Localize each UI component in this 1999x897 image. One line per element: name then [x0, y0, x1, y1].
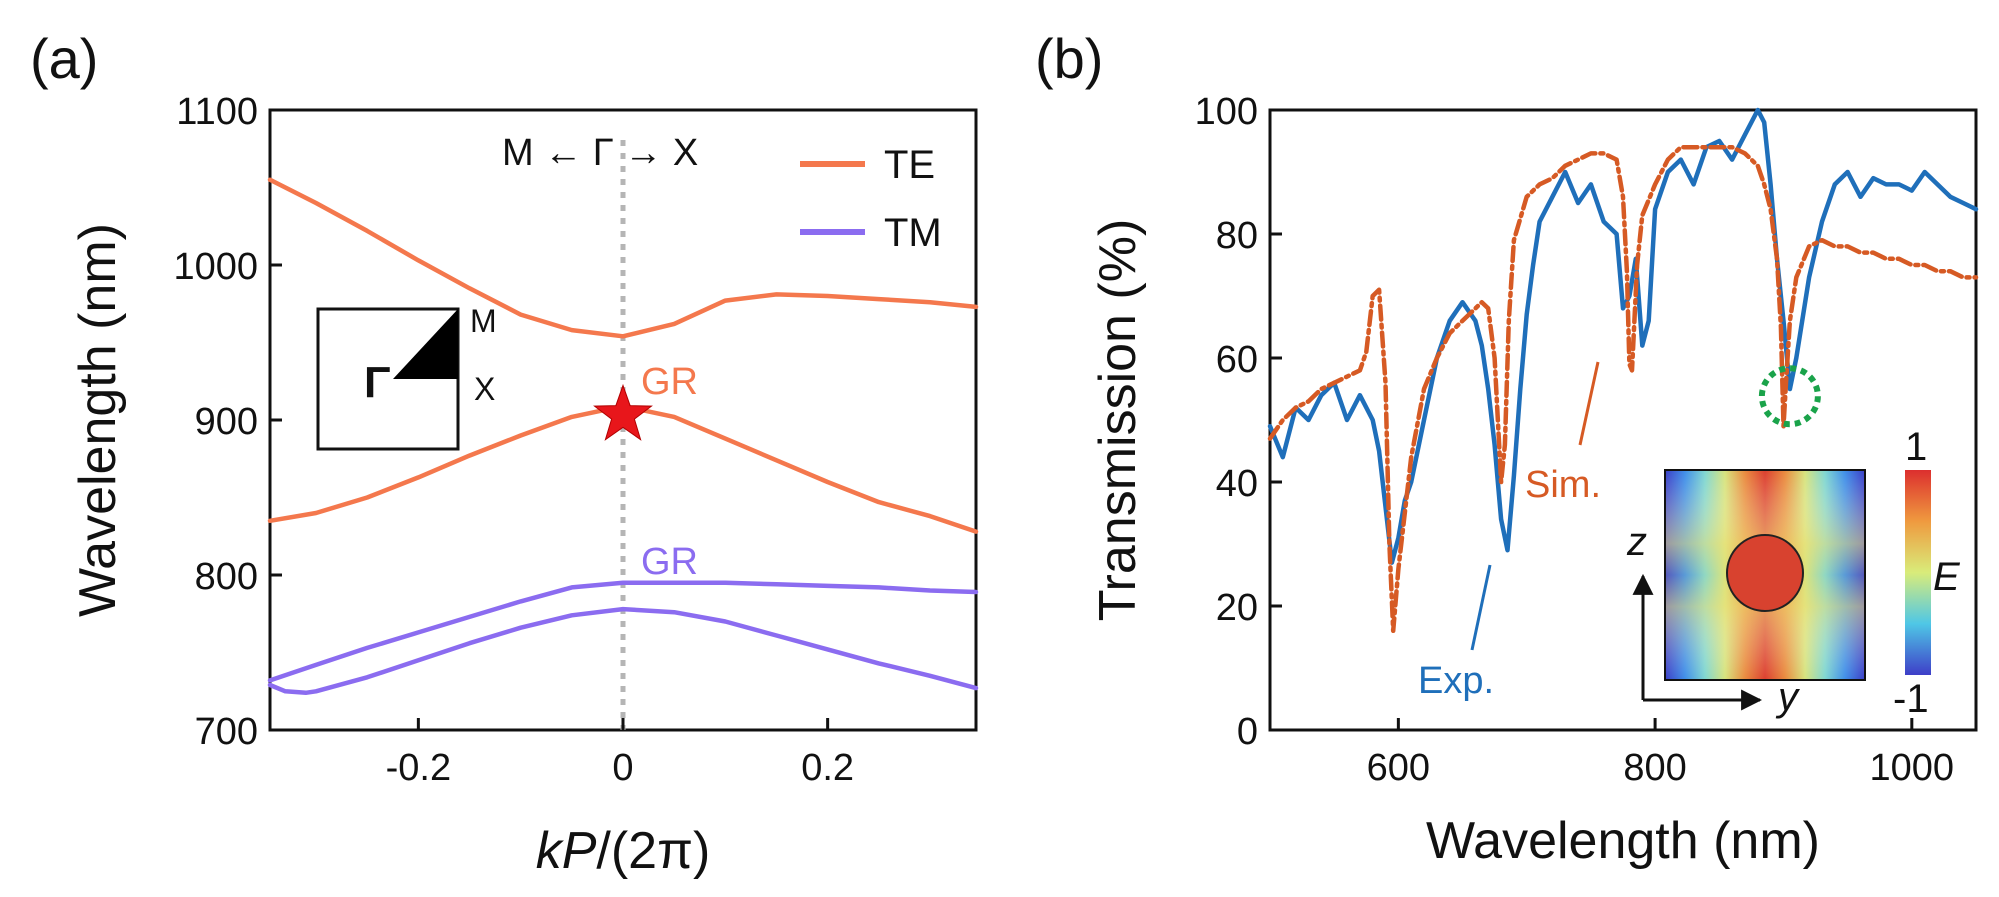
scale-max-label: 1 — [1905, 425, 1927, 469]
z-axis-label: z — [1626, 520, 1647, 564]
x-tick-label: 0 — [612, 747, 633, 789]
resonance-circle-marker — [1758, 365, 1821, 428]
panel-a-x-label-rest: /(2π) — [596, 822, 710, 880]
bz-gamma-label: Γ — [364, 358, 390, 407]
panel-b-curves — [1267, 107, 1979, 634]
x-tick-label: 0.2 — [801, 747, 854, 789]
panel-a-x-label: kP/(2π) — [536, 822, 711, 880]
panel-a-x-label-italic: kP — [536, 822, 597, 880]
y-tick-label: 100 — [1195, 91, 1258, 133]
y-tick-label: 0 — [1237, 711, 1258, 753]
y-tick-label: 20 — [1216, 587, 1258, 629]
series-line-te-upper — [267, 177, 979, 339]
sim-label: Sim. — [1525, 464, 1601, 506]
legend-label-te: TE — [884, 143, 935, 187]
legend-label-tm: TM — [884, 211, 942, 255]
scale-min-label: -1 — [1893, 677, 1929, 721]
nanopillar-circle — [1726, 534, 1804, 612]
bz-x-label: X — [474, 371, 495, 407]
legend: TE TM — [800, 143, 942, 255]
y-axis-label: y — [1775, 675, 1801, 719]
series-line-sim — [1267, 144, 1979, 634]
y-tick-label: 800 — [195, 556, 258, 598]
sim-pointer-line — [1578, 361, 1600, 446]
exp-pointer-line — [1470, 564, 1492, 651]
series-line-exp — [1267, 107, 1979, 565]
panel-b-label: (b) — [1035, 27, 1103, 90]
y-tick-label: 700 — [195, 711, 258, 753]
brillouin-zone-inset: Γ M X — [316, 303, 497, 451]
field-inset: 1 -1 E z y — [1626, 425, 1961, 721]
field-e-label: E — [1933, 555, 1961, 599]
gr-te-label: GR — [641, 361, 698, 403]
x-tick-label: -0.2 — [386, 747, 451, 789]
x-tick-label: 800 — [1623, 747, 1686, 789]
field-map-frame — [1664, 469, 1866, 681]
star-marker — [593, 383, 653, 441]
y-tick-label: 900 — [195, 401, 258, 443]
color-scale-bar — [1905, 470, 1931, 675]
panel-a-y-label: Wavelength (nm) — [69, 223, 127, 617]
bz-m-label: M — [470, 303, 497, 339]
panel-b: (b) 600 800 1000 0 20 40 60 80 100 Sim. Exp. 1 -… — [1035, 27, 1979, 870]
panel-b-y-label: Transmission (%) — [1089, 219, 1147, 622]
panel-b-ticks: 600 800 1000 0 20 40 60 80 100 — [1195, 91, 1954, 789]
gr-tm-label: GR — [641, 541, 698, 583]
bz-triangle — [393, 309, 458, 379]
series-line-tm-upper — [267, 580, 979, 683]
exp-label: Exp. — [1418, 660, 1494, 702]
panel-b-x-label: Wavelength (nm) — [1426, 812, 1820, 870]
x-tick-label: 600 — [1367, 747, 1430, 789]
y-tick-label: 1000 — [173, 246, 258, 288]
y-tick-label: 40 — [1216, 463, 1258, 505]
y-tick-label: 1100 — [176, 91, 258, 133]
y-tick-label: 80 — [1216, 215, 1258, 257]
panel-a-ticks: -0.2 0 0.2 700 800 900 1000 1100 — [173, 91, 854, 789]
series-line-tm-lower — [267, 606, 979, 696]
x-tick-label: 1000 — [1870, 747, 1955, 789]
direction-label: M ← Γ → X — [502, 132, 698, 174]
panel-b-axes-frame — [1268, 108, 1978, 732]
y-tick-label: 60 — [1216, 339, 1258, 381]
panel-a-label: (a) — [30, 27, 98, 90]
